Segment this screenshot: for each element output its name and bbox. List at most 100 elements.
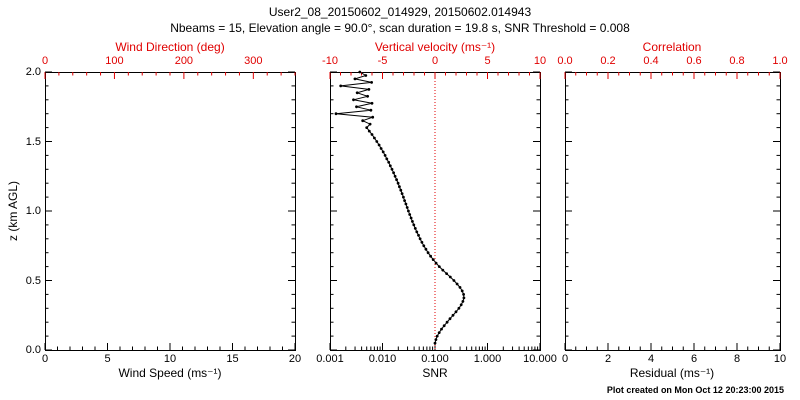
- y-tick-label: 1.0: [25, 205, 41, 217]
- data-point: [460, 289, 464, 293]
- data-point: [370, 81, 373, 84]
- data-point: [373, 136, 376, 140]
- data-point: [395, 178, 398, 182]
- data-point: [434, 261, 438, 265]
- data-point: [353, 77, 357, 81]
- x-tick-label: 20: [288, 353, 302, 365]
- data-point: [370, 101, 374, 105]
- snr-profile-line: [335, 71, 465, 344]
- top-tick-label: 0.6: [686, 55, 702, 67]
- x-tick-label: 1.000: [473, 353, 502, 365]
- data-point: [405, 206, 409, 209]
- data-point: [375, 140, 379, 143]
- data-point: [367, 88, 371, 91]
- plot-subtitle: Nbeams = 15, Elevation angle = 90.0°, sc…: [170, 21, 630, 35]
- data-point: [434, 338, 438, 341]
- panel-box: [45, 72, 296, 351]
- data-point: [403, 199, 406, 203]
- top-tick-label: 100: [105, 55, 124, 67]
- data-point: [355, 91, 359, 95]
- x-tick-label: 5: [104, 353, 111, 365]
- data-point: [424, 247, 428, 251]
- top-tick-label: 300: [244, 55, 263, 67]
- top-tick-label: 0.0: [557, 55, 573, 67]
- data-point: [409, 216, 413, 220]
- data-point: [408, 213, 412, 216]
- data-point: [381, 150, 385, 154]
- data-point: [442, 324, 446, 328]
- snr-axis-title: SNR: [422, 366, 448, 380]
- data-point: [392, 171, 395, 175]
- x-tick-label: 10: [163, 353, 177, 365]
- data-point: [334, 112, 338, 116]
- top-tick-label: 5: [484, 55, 491, 67]
- data-point: [388, 164, 392, 168]
- data-point: [365, 126, 369, 129]
- data-point: [437, 331, 441, 334]
- x-tick-label: 6: [690, 353, 698, 365]
- data-point: [398, 185, 401, 189]
- x-tick-label: 0.100: [421, 353, 449, 365]
- data-point: [379, 147, 383, 150]
- top-tick-label: 200: [174, 55, 194, 67]
- data-point: [452, 279, 456, 282]
- data-point: [418, 237, 422, 241]
- x-tick-label: 0: [561, 353, 569, 365]
- data-point: [445, 272, 448, 275]
- data-point: [451, 313, 455, 317]
- data-point: [383, 154, 387, 157]
- y-tick-label: 0.5: [25, 274, 41, 287]
- data-point: [437, 265, 441, 268]
- data-point: [433, 341, 437, 345]
- data-point: [404, 202, 408, 206]
- x-tick-label: 0: [41, 353, 49, 365]
- y-tick-label: 2.0: [25, 66, 41, 78]
- data-point: [448, 275, 452, 279]
- data-point: [355, 105, 358, 109]
- top-tick-label: 0.8: [729, 55, 745, 67]
- x-tick-label: 4: [647, 353, 655, 365]
- data-point: [420, 240, 424, 244]
- data-point: [339, 84, 343, 88]
- top-tick-label: 0: [41, 55, 49, 67]
- data-point: [415, 230, 419, 234]
- data-point: [458, 286, 462, 289]
- data-point: [412, 223, 416, 227]
- data-point: [440, 327, 443, 331]
- data-point: [417, 233, 420, 237]
- data-point: [364, 74, 368, 77]
- data-point: [358, 70, 362, 74]
- data-point: [426, 251, 430, 255]
- data-point: [445, 320, 449, 324]
- top-tick-label: 0.2: [600, 55, 616, 67]
- data-point: [413, 227, 417, 230]
- x-tick-label: 10.000: [523, 353, 557, 365]
- data-point: [462, 296, 466, 300]
- data-point: [370, 133, 374, 136]
- data-point: [457, 306, 461, 310]
- x-tick-label: 8: [733, 353, 741, 365]
- data-point: [455, 282, 459, 286]
- data-point: [411, 220, 414, 223]
- x-tick-label: 2: [604, 353, 612, 365]
- data-point: [385, 157, 389, 161]
- x-tick-label: 10: [773, 353, 787, 365]
- data-point: [393, 174, 397, 178]
- plot-title: User2_08_20150602_014929, 20150602.01494…: [268, 5, 532, 19]
- y-tick-label: 1.5: [25, 135, 41, 148]
- residual-axis-title: Residual (ms⁻¹): [629, 366, 715, 380]
- data-point: [367, 129, 371, 133]
- x-tick-label: 0.010: [368, 353, 397, 365]
- y-tick-label: 0.0: [25, 344, 41, 356]
- data-point: [368, 122, 372, 126]
- data-point: [431, 258, 435, 261]
- data-point: [390, 167, 394, 171]
- z-axis-title: z (km AGL): [6, 180, 20, 242]
- top-tick-label: -5: [377, 55, 388, 67]
- top-tick-label: 10: [533, 55, 547, 67]
- data-point: [361, 119, 365, 123]
- data-point: [461, 300, 465, 303]
- data-point: [441, 268, 445, 272]
- vertical-velocity-axis-title: Vertical velocity (ms⁻¹): [374, 40, 496, 54]
